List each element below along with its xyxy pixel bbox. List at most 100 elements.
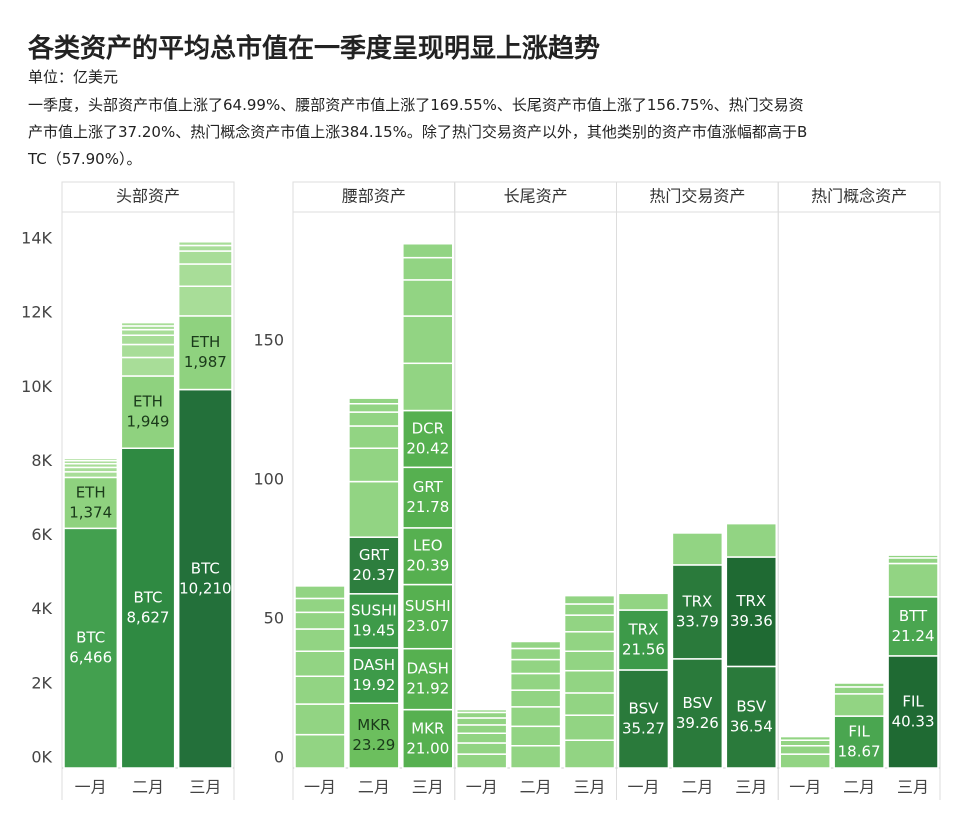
segment-name: BTC <box>133 589 162 607</box>
bar-segment <box>456 717 508 726</box>
bar-segment <box>294 733 346 769</box>
bar-segment <box>833 715 885 769</box>
segment-name: BSV <box>682 694 713 712</box>
bar-segment <box>456 742 508 755</box>
bar-segment <box>617 669 670 769</box>
bar-segment <box>509 706 562 728</box>
segment-name: GRT <box>359 546 390 564</box>
x-tick-label: 一月 <box>466 778 498 797</box>
segment-value: 21.78 <box>406 498 449 516</box>
bar-segment <box>348 397 400 405</box>
bar-segment <box>348 447 400 483</box>
bar-segment <box>509 672 562 691</box>
x-tick-label: 一月 <box>304 778 336 797</box>
bar-segment <box>779 745 831 755</box>
segment-value: 21.00 <box>406 739 449 757</box>
y-tick-label: 100 <box>253 470 284 489</box>
bar-segment <box>563 631 616 652</box>
bar-segment <box>294 597 346 614</box>
segment-name: DASH <box>407 660 449 678</box>
unit: 单位：亿美元 <box>28 68 119 86</box>
y-tick-label: 0 <box>274 748 284 767</box>
segment-value: 19.92 <box>352 676 395 694</box>
x-tick-label: 一月 <box>75 778 107 797</box>
y-tick-label: 6K <box>31 525 52 544</box>
bar-segment <box>294 585 346 600</box>
x-tick-label: 一月 <box>789 778 821 797</box>
bar-segment <box>563 739 616 769</box>
bar-segment <box>177 244 233 252</box>
y-tick-label: 12K <box>21 303 52 322</box>
bar-segment <box>563 594 616 605</box>
x-tick-label: 一月 <box>627 778 659 797</box>
bar-segment <box>563 603 616 616</box>
title: 各类资产的平均总市值在一季度呈现明显上涨趋势 <box>28 34 601 64</box>
segment-value: 6,466 <box>69 649 112 667</box>
segment-name: DCR <box>412 419 444 437</box>
bar-segment <box>348 702 400 769</box>
segment-value: 10,210 <box>179 579 232 597</box>
x-tick-label: 二月 <box>843 778 875 797</box>
facet-title: 热门概念资产 <box>811 187 907 206</box>
segment-name: LEO <box>413 537 443 555</box>
bar-segment <box>456 753 508 769</box>
facet-header <box>61 181 235 213</box>
bar-segment <box>456 711 508 719</box>
segment-value: 20.39 <box>406 557 449 575</box>
bar-segment <box>456 708 508 714</box>
bar-segment <box>348 411 400 427</box>
segment-value: 20.42 <box>406 439 449 457</box>
x-tick-label: 二月 <box>132 778 164 797</box>
segment-name: DASH <box>353 656 395 674</box>
bar-segment <box>509 640 562 650</box>
segment-name: BSV <box>736 698 767 716</box>
segment-name: BSV <box>629 699 660 717</box>
y-tick-label: 150 <box>253 331 284 350</box>
segment-value: 39.36 <box>730 612 773 630</box>
segment-value: 21.56 <box>622 640 665 658</box>
segment-name: ETH <box>133 393 163 411</box>
segment-name: BTT <box>899 607 928 625</box>
y-tick-label: 10K <box>21 377 52 396</box>
bar-segment <box>402 409 454 469</box>
bar-segment <box>294 703 346 736</box>
segment-name: SUSHI <box>405 597 451 615</box>
segment-value: 1,949 <box>127 413 170 431</box>
x-tick-label: 二月 <box>681 778 713 797</box>
y-tick-label: 14K <box>21 229 52 248</box>
segment-name: SUSHI <box>351 601 397 619</box>
segment-name: ETH <box>76 483 106 501</box>
x-tick-label: 二月 <box>358 778 390 797</box>
bar-segment <box>725 665 777 769</box>
y-tick-label: 8K <box>31 451 52 470</box>
y-tick-label: 50 <box>264 609 284 628</box>
segment-value: 18.67 <box>838 743 881 761</box>
bar-segment <box>120 447 176 769</box>
bar-segment <box>294 675 346 705</box>
bar-segment <box>63 527 119 769</box>
bar-segment <box>63 457 119 462</box>
segment-value: 21.24 <box>892 627 935 645</box>
segment-name: ETH <box>190 333 220 351</box>
segment-value: 20.37 <box>352 566 395 584</box>
bar-segment <box>563 669 616 694</box>
bar-segment <box>402 242 454 259</box>
bar-segment <box>509 647 562 661</box>
bar-segment <box>177 263 233 287</box>
segment-name: GRT <box>413 478 444 496</box>
bar-segment <box>833 682 885 688</box>
bar-segment <box>402 583 454 650</box>
x-tick-label: 三月 <box>189 778 221 797</box>
bar-segment <box>887 562 939 598</box>
description-line: TC（57.90%）。 <box>28 150 142 168</box>
bar-segment <box>887 557 939 565</box>
bar-segment <box>402 279 454 317</box>
segment-name: TRX <box>735 592 766 610</box>
segment-value: 23.07 <box>406 617 449 635</box>
bar-segment <box>294 650 346 678</box>
bar-segment <box>402 647 454 711</box>
bar-segment <box>563 650 616 672</box>
bar-segment <box>456 724 508 734</box>
bar-segment <box>402 315 454 365</box>
bar-segment <box>63 476 119 530</box>
